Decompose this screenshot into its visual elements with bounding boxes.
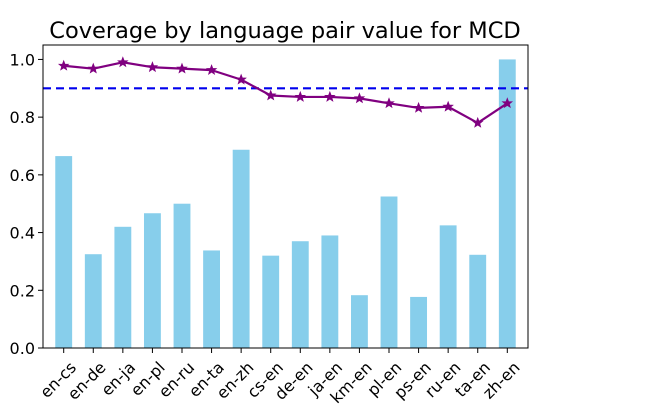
bar-en-ta <box>203 250 220 348</box>
line-point-ps-en <box>412 101 425 113</box>
bar-ru-en <box>439 225 457 348</box>
line-point-en-cs <box>57 59 70 71</box>
bar-pl-en <box>380 196 398 348</box>
coverage-line-layer <box>57 56 514 128</box>
coverage-line <box>63 61 508 125</box>
y-tick-label: 0.6 <box>10 166 35 185</box>
bar-zh-en <box>498 59 516 349</box>
line-point-en-pl <box>146 61 159 73</box>
line-point-cs-en <box>264 89 277 101</box>
bar-en-zh <box>232 149 250 348</box>
y-tick-label: 0.4 <box>10 224 35 243</box>
bar-de-en <box>291 241 309 348</box>
line-point-zh-en <box>501 97 514 109</box>
plot-frame <box>42 44 529 349</box>
bar-en-ja <box>114 226 132 348</box>
line-point-km-en <box>353 92 366 104</box>
line-point-ru-en <box>442 100 454 112</box>
y-tick-label: 0.0 <box>10 339 35 358</box>
bar-cs-en <box>262 255 280 348</box>
bar-km-en <box>351 295 368 348</box>
line-point-de-en <box>294 90 307 102</box>
line-point-en-ta <box>205 64 218 75</box>
bar-ta-en <box>469 254 487 348</box>
line-point-en-ru <box>176 62 188 74</box>
bar-en-de <box>84 254 102 348</box>
bar-en-ru <box>173 203 191 348</box>
line-point-en-ja <box>117 56 129 68</box>
x-axis: en-csen-deen-jaen-plen-ruen-taen-zhcs-en… <box>36 348 524 407</box>
line-point-ja-en <box>324 90 336 102</box>
chart-title: Coverage by language pair value for MCD <box>49 18 520 44</box>
line-point-ta-en <box>471 116 484 128</box>
bar-ja-en <box>321 235 339 348</box>
y-axis: 0.0 0.2 0.4 0.6 0.8 1.0 <box>10 50 43 358</box>
bar-ps-en <box>410 296 428 348</box>
y-tick-label: 0.8 <box>10 108 35 127</box>
bar-en-pl <box>143 213 161 348</box>
line-point-pl-en <box>383 97 395 109</box>
line-point-en-zh <box>235 73 247 85</box>
y-tick-label: 1.0 <box>10 50 35 69</box>
bar-en-cs <box>55 156 73 348</box>
line-point-en-de <box>87 62 100 74</box>
y-tick-label: 0.2 <box>10 281 35 300</box>
bars-layer <box>55 59 516 349</box>
